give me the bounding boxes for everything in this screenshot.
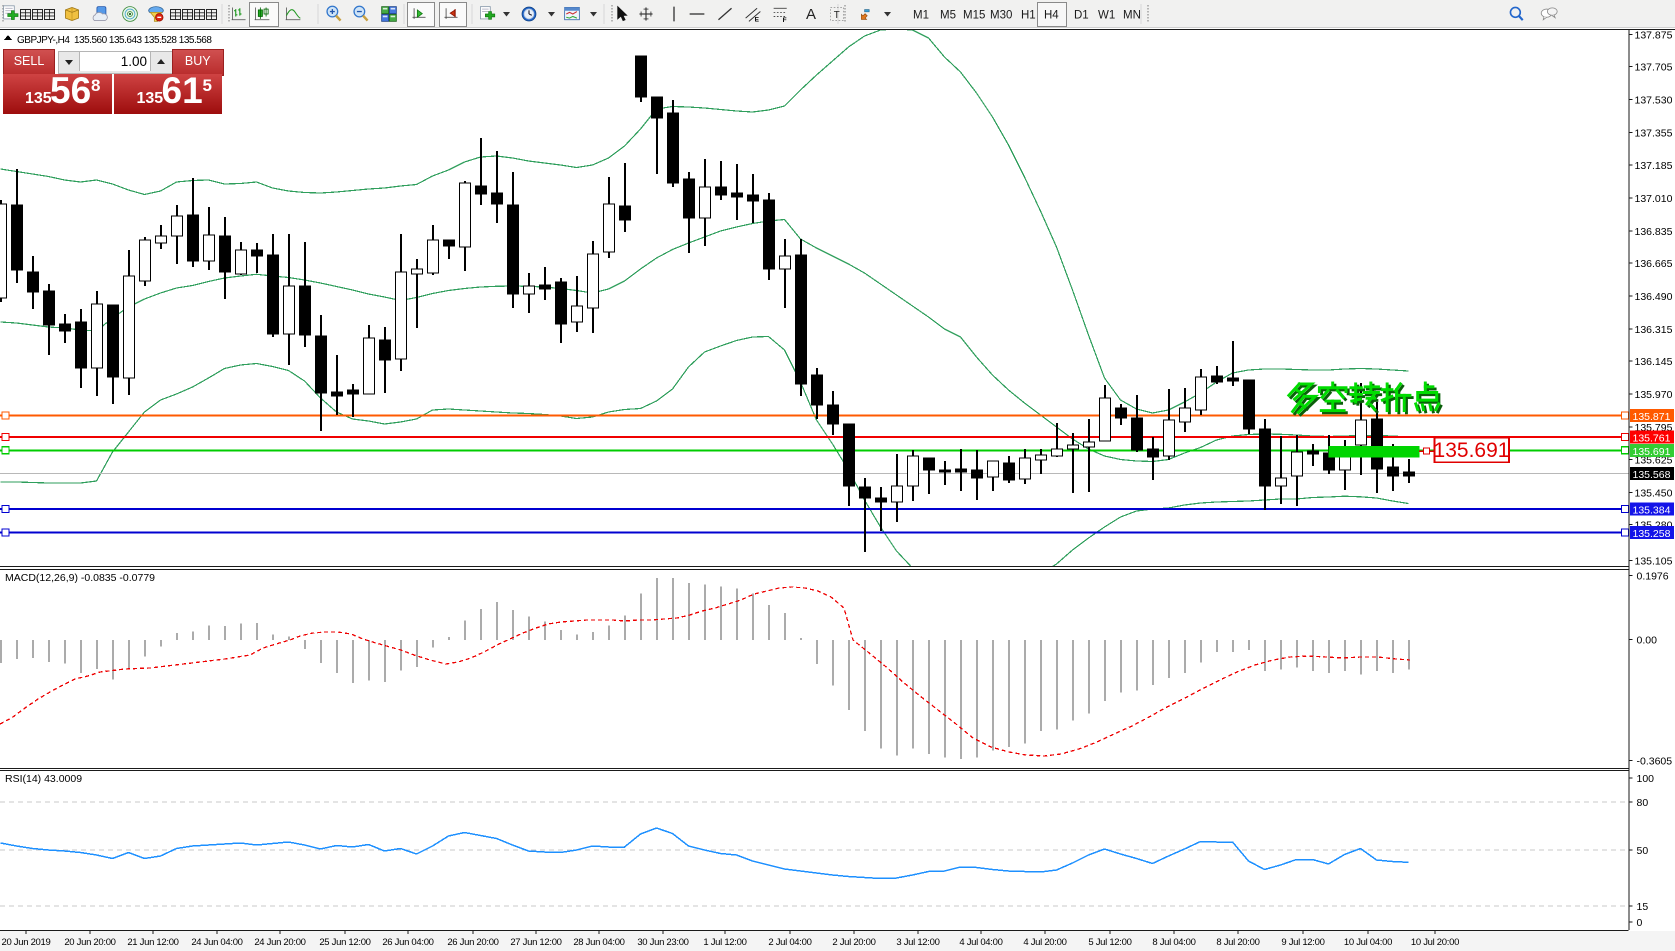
- svg-text:135.871: 135.871: [1633, 411, 1671, 423]
- svg-text:25 Jun 12:00: 25 Jun 12:00: [319, 937, 370, 948]
- svg-text:-0.3605: -0.3605: [1637, 755, 1673, 767]
- svg-text:0: 0: [1637, 917, 1643, 929]
- svg-text:20 Jun 2019: 20 Jun 2019: [2, 937, 51, 948]
- svg-text:137.530: 137.530: [1635, 95, 1673, 107]
- svg-text:4 Jul 04:00: 4 Jul 04:00: [959, 937, 1002, 948]
- svg-text:27 Jun 12:00: 27 Jun 12:00: [510, 937, 561, 948]
- svg-text:20 Jun 20:00: 20 Jun 20:00: [64, 937, 115, 948]
- svg-text:135.384: 135.384: [1633, 505, 1671, 517]
- svg-text:136.145: 136.145: [1635, 356, 1673, 368]
- svg-text:30 Jun 23:00: 30 Jun 23:00: [637, 937, 688, 948]
- svg-text:28 Jun 04:00: 28 Jun 04:00: [573, 937, 624, 948]
- svg-text:26 Jun 04:00: 26 Jun 04:00: [382, 937, 433, 948]
- svg-text:136.835: 136.835: [1635, 226, 1673, 238]
- svg-text:137.355: 137.355: [1635, 128, 1673, 140]
- svg-text:W1: W1: [1098, 10, 1115, 22]
- svg-text:24 Jun 20:00: 24 Jun 20:00: [254, 937, 305, 948]
- svg-text:24 Jun 04:00: 24 Jun 04:00: [191, 937, 242, 948]
- svg-text:135.625: 135.625: [1635, 454, 1673, 466]
- svg-text:5 Jul 12:00: 5 Jul 12:00: [1088, 937, 1131, 948]
- svg-text:80: 80: [1637, 797, 1649, 809]
- svg-text:137.875: 137.875: [1635, 30, 1673, 42]
- svg-text:137.185: 137.185: [1635, 160, 1673, 172]
- svg-text:E: E: [755, 16, 760, 23]
- svg-text:135.761: 135.761: [1633, 433, 1671, 445]
- svg-text:15: 15: [1637, 901, 1649, 913]
- svg-text:10 Jul 20:00: 10 Jul 20:00: [1411, 937, 1459, 948]
- svg-text:136.315: 136.315: [1635, 324, 1673, 336]
- svg-text:T: T: [834, 10, 840, 21]
- svg-text:135.691: 135.691: [1434, 439, 1510, 462]
- svg-text:4 Jul 20:00: 4 Jul 20:00: [1023, 937, 1066, 948]
- svg-text:135.258: 135.258: [1633, 528, 1671, 540]
- svg-text:135.450: 135.450: [1635, 487, 1673, 499]
- svg-text:0.00: 0.00: [1637, 634, 1658, 646]
- svg-text:1 Jul 12:00: 1 Jul 12:00: [703, 937, 746, 948]
- svg-text:8 Jul 04:00: 8 Jul 04:00: [1152, 937, 1195, 948]
- svg-text:137.010: 137.010: [1635, 193, 1673, 205]
- svg-text:D1: D1: [1074, 10, 1089, 22]
- svg-text:2 Jul 04:00: 2 Jul 04:00: [768, 937, 811, 948]
- svg-text:0.1976: 0.1976: [1637, 571, 1669, 583]
- svg-text:26 Jun 20:00: 26 Jun 20:00: [447, 937, 498, 948]
- svg-text:M15: M15: [963, 10, 985, 22]
- svg-text:135.105: 135.105: [1635, 556, 1673, 568]
- svg-text:9 Jul 12:00: 9 Jul 12:00: [1281, 937, 1324, 948]
- svg-text:2 Jul 20:00: 2 Jul 20:00: [832, 937, 875, 948]
- svg-text:A: A: [806, 6, 816, 23]
- svg-text:MN: MN: [1123, 10, 1141, 22]
- svg-text:135.970: 135.970: [1635, 389, 1673, 401]
- svg-text:F: F: [783, 17, 787, 24]
- svg-text:136.490: 136.490: [1635, 291, 1673, 303]
- svg-text:135.568: 135.568: [1633, 469, 1671, 481]
- svg-text:50: 50: [1637, 845, 1649, 857]
- svg-text:21 Jun 12:00: 21 Jun 12:00: [127, 937, 178, 948]
- svg-text:100: 100: [1637, 773, 1655, 785]
- svg-text:MACD(12,26,9) -0.0835 -0.0779: MACD(12,26,9) -0.0835 -0.0779: [5, 572, 155, 584]
- svg-text:M1: M1: [913, 10, 929, 22]
- svg-text:GBPJPY-,H4 135.560 135.643 13: GBPJPY-,H4 135.560 135.643 135.528 135.5…: [17, 35, 212, 46]
- svg-text:M5: M5: [940, 10, 956, 22]
- svg-text:RSI(14) 43.0009: RSI(14) 43.0009: [5, 773, 82, 785]
- svg-text:135.691: 135.691: [1633, 446, 1671, 458]
- svg-text:H1: H1: [1021, 10, 1036, 22]
- svg-text:10 Jul 04:00: 10 Jul 04:00: [1344, 937, 1392, 948]
- svg-text:137.705: 137.705: [1635, 62, 1673, 74]
- svg-text:136.665: 136.665: [1635, 258, 1673, 270]
- svg-text:3 Jul 12:00: 3 Jul 12:00: [896, 937, 939, 948]
- svg-text:M30: M30: [990, 10, 1012, 22]
- svg-text:8 Jul 20:00: 8 Jul 20:00: [1216, 937, 1259, 948]
- svg-text:H4: H4: [1044, 10, 1059, 22]
